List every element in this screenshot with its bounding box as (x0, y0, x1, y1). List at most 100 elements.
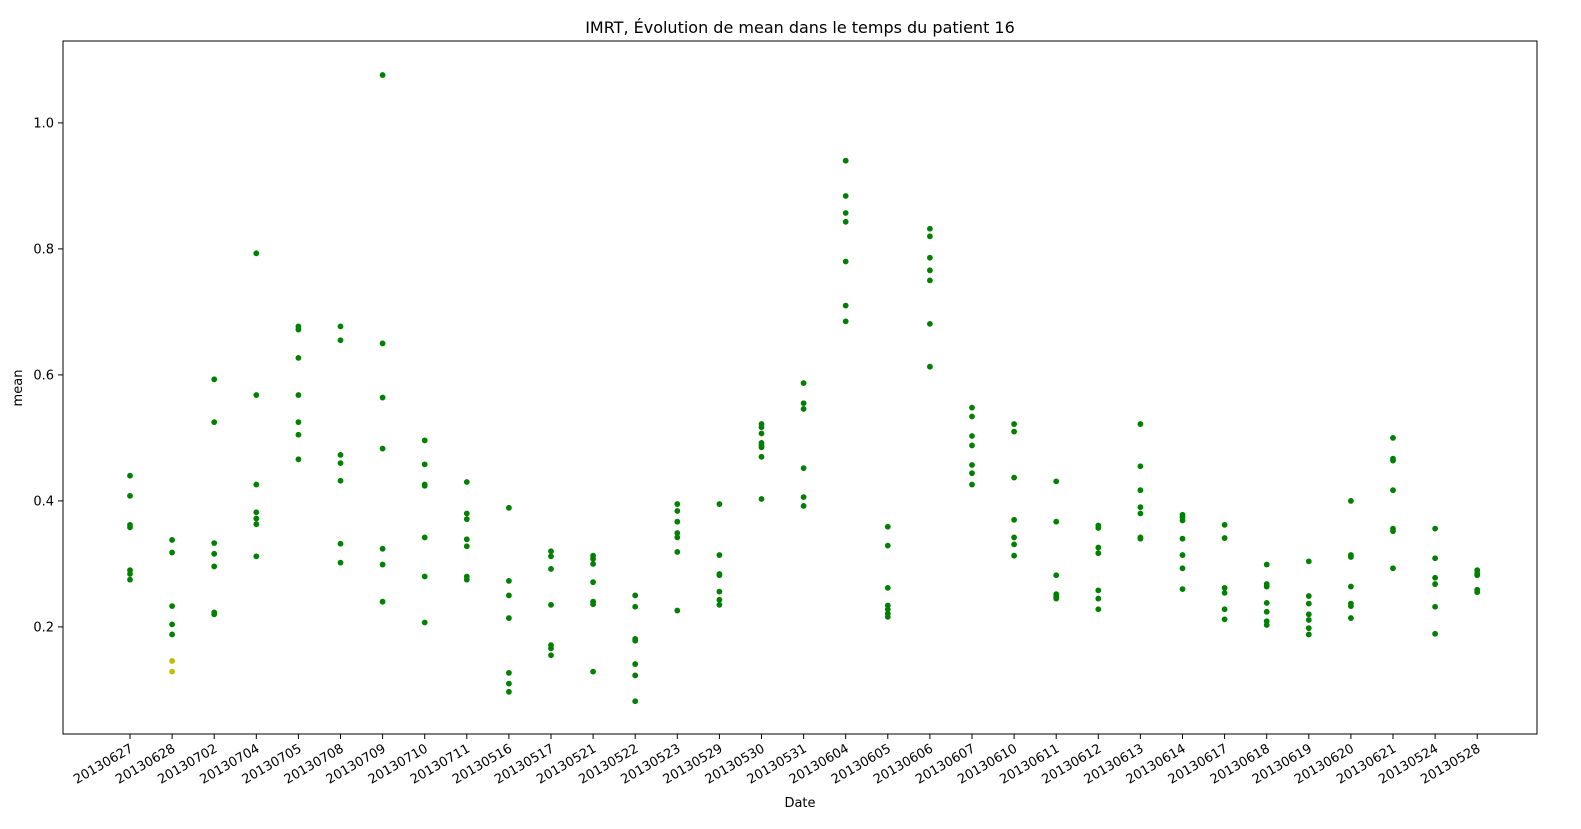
data-point (295, 354, 302, 361)
data-point (927, 363, 933, 370)
data-point (211, 540, 218, 547)
data-point (1432, 555, 1438, 562)
data-point (506, 615, 512, 621)
data-point (169, 621, 176, 628)
data-point (632, 698, 639, 705)
data-point (1263, 600, 1270, 606)
data-point (716, 601, 723, 608)
data-point (211, 376, 218, 383)
data-point (842, 318, 849, 325)
data-point (253, 392, 260, 398)
data-point (337, 460, 344, 466)
data-point (842, 157, 849, 164)
data-point (674, 518, 681, 525)
data-point (421, 437, 428, 444)
data-point (211, 563, 218, 570)
data-point (1348, 603, 1354, 610)
data-point (1432, 581, 1438, 587)
y-tick-label: 0.8 (33, 242, 54, 257)
data-point (674, 607, 681, 614)
data-point (337, 540, 344, 547)
data-point (1221, 606, 1228, 613)
data-point (1137, 421, 1144, 427)
data-point (463, 516, 470, 523)
data-point (1305, 631, 1312, 638)
data-point (1263, 608, 1270, 615)
y-tick-label: 1.0 (33, 116, 54, 131)
data-point (295, 456, 302, 463)
plot-area (62, 40, 1538, 735)
y-axis-title: mean (11, 370, 26, 407)
data-point (548, 548, 554, 555)
data-point (1179, 586, 1186, 592)
data-point (927, 225, 933, 232)
data-point (1179, 565, 1186, 572)
data-point (1011, 541, 1017, 548)
data-point (1053, 478, 1060, 485)
data-point (127, 472, 133, 479)
data-point (590, 579, 596, 586)
data-point (421, 573, 428, 580)
data-point (337, 323, 344, 330)
data-point (1305, 617, 1312, 623)
data-point (253, 521, 260, 528)
data-point (421, 461, 428, 468)
data-point (842, 258, 849, 265)
data-point (800, 400, 807, 407)
data-point (927, 320, 933, 327)
data-point (884, 542, 891, 549)
data-point (716, 588, 723, 595)
data-point (506, 504, 512, 511)
data-point (379, 445, 386, 452)
data-point (1390, 457, 1396, 464)
data-point (295, 419, 302, 426)
data-point (884, 613, 891, 620)
data-point (632, 592, 639, 599)
data-point (1263, 561, 1270, 568)
data-point (253, 481, 260, 488)
data-point (590, 555, 596, 562)
data-point (632, 672, 639, 679)
data-point (800, 380, 807, 386)
data-point (969, 462, 975, 468)
data-point (463, 479, 470, 485)
data-points (127, 72, 1481, 705)
data-point (127, 524, 133, 531)
data-point (716, 552, 723, 558)
data-point (1474, 572, 1481, 579)
data-point (842, 302, 849, 309)
data-point-highlight (169, 658, 176, 664)
data-point (842, 193, 849, 199)
data-point (463, 536, 470, 543)
data-point (1474, 589, 1481, 596)
data-point (506, 669, 512, 676)
data-point (927, 277, 933, 284)
data-point (1305, 558, 1312, 565)
data-point (969, 470, 975, 477)
data-point (1221, 589, 1228, 596)
data-point (632, 637, 639, 644)
y-tick-label: 0.6 (33, 368, 54, 383)
data-point (379, 545, 386, 552)
data-point (1095, 550, 1102, 557)
data-point (169, 603, 176, 610)
data-point (127, 576, 133, 583)
data-point (1011, 421, 1017, 427)
data-point (295, 392, 302, 398)
data-point (632, 603, 639, 610)
data-point (548, 566, 554, 572)
data-point (211, 550, 218, 557)
data-point (716, 501, 723, 507)
data-point (463, 576, 470, 583)
data-point (590, 561, 596, 567)
data-point (1053, 518, 1060, 525)
data-point (800, 406, 807, 412)
data-point (337, 477, 344, 484)
data-point (1179, 552, 1186, 558)
data-point (1011, 428, 1017, 435)
data-point (800, 503, 807, 509)
data-point (590, 668, 596, 675)
data-point-highlight (169, 668, 176, 675)
data-point (969, 404, 975, 411)
